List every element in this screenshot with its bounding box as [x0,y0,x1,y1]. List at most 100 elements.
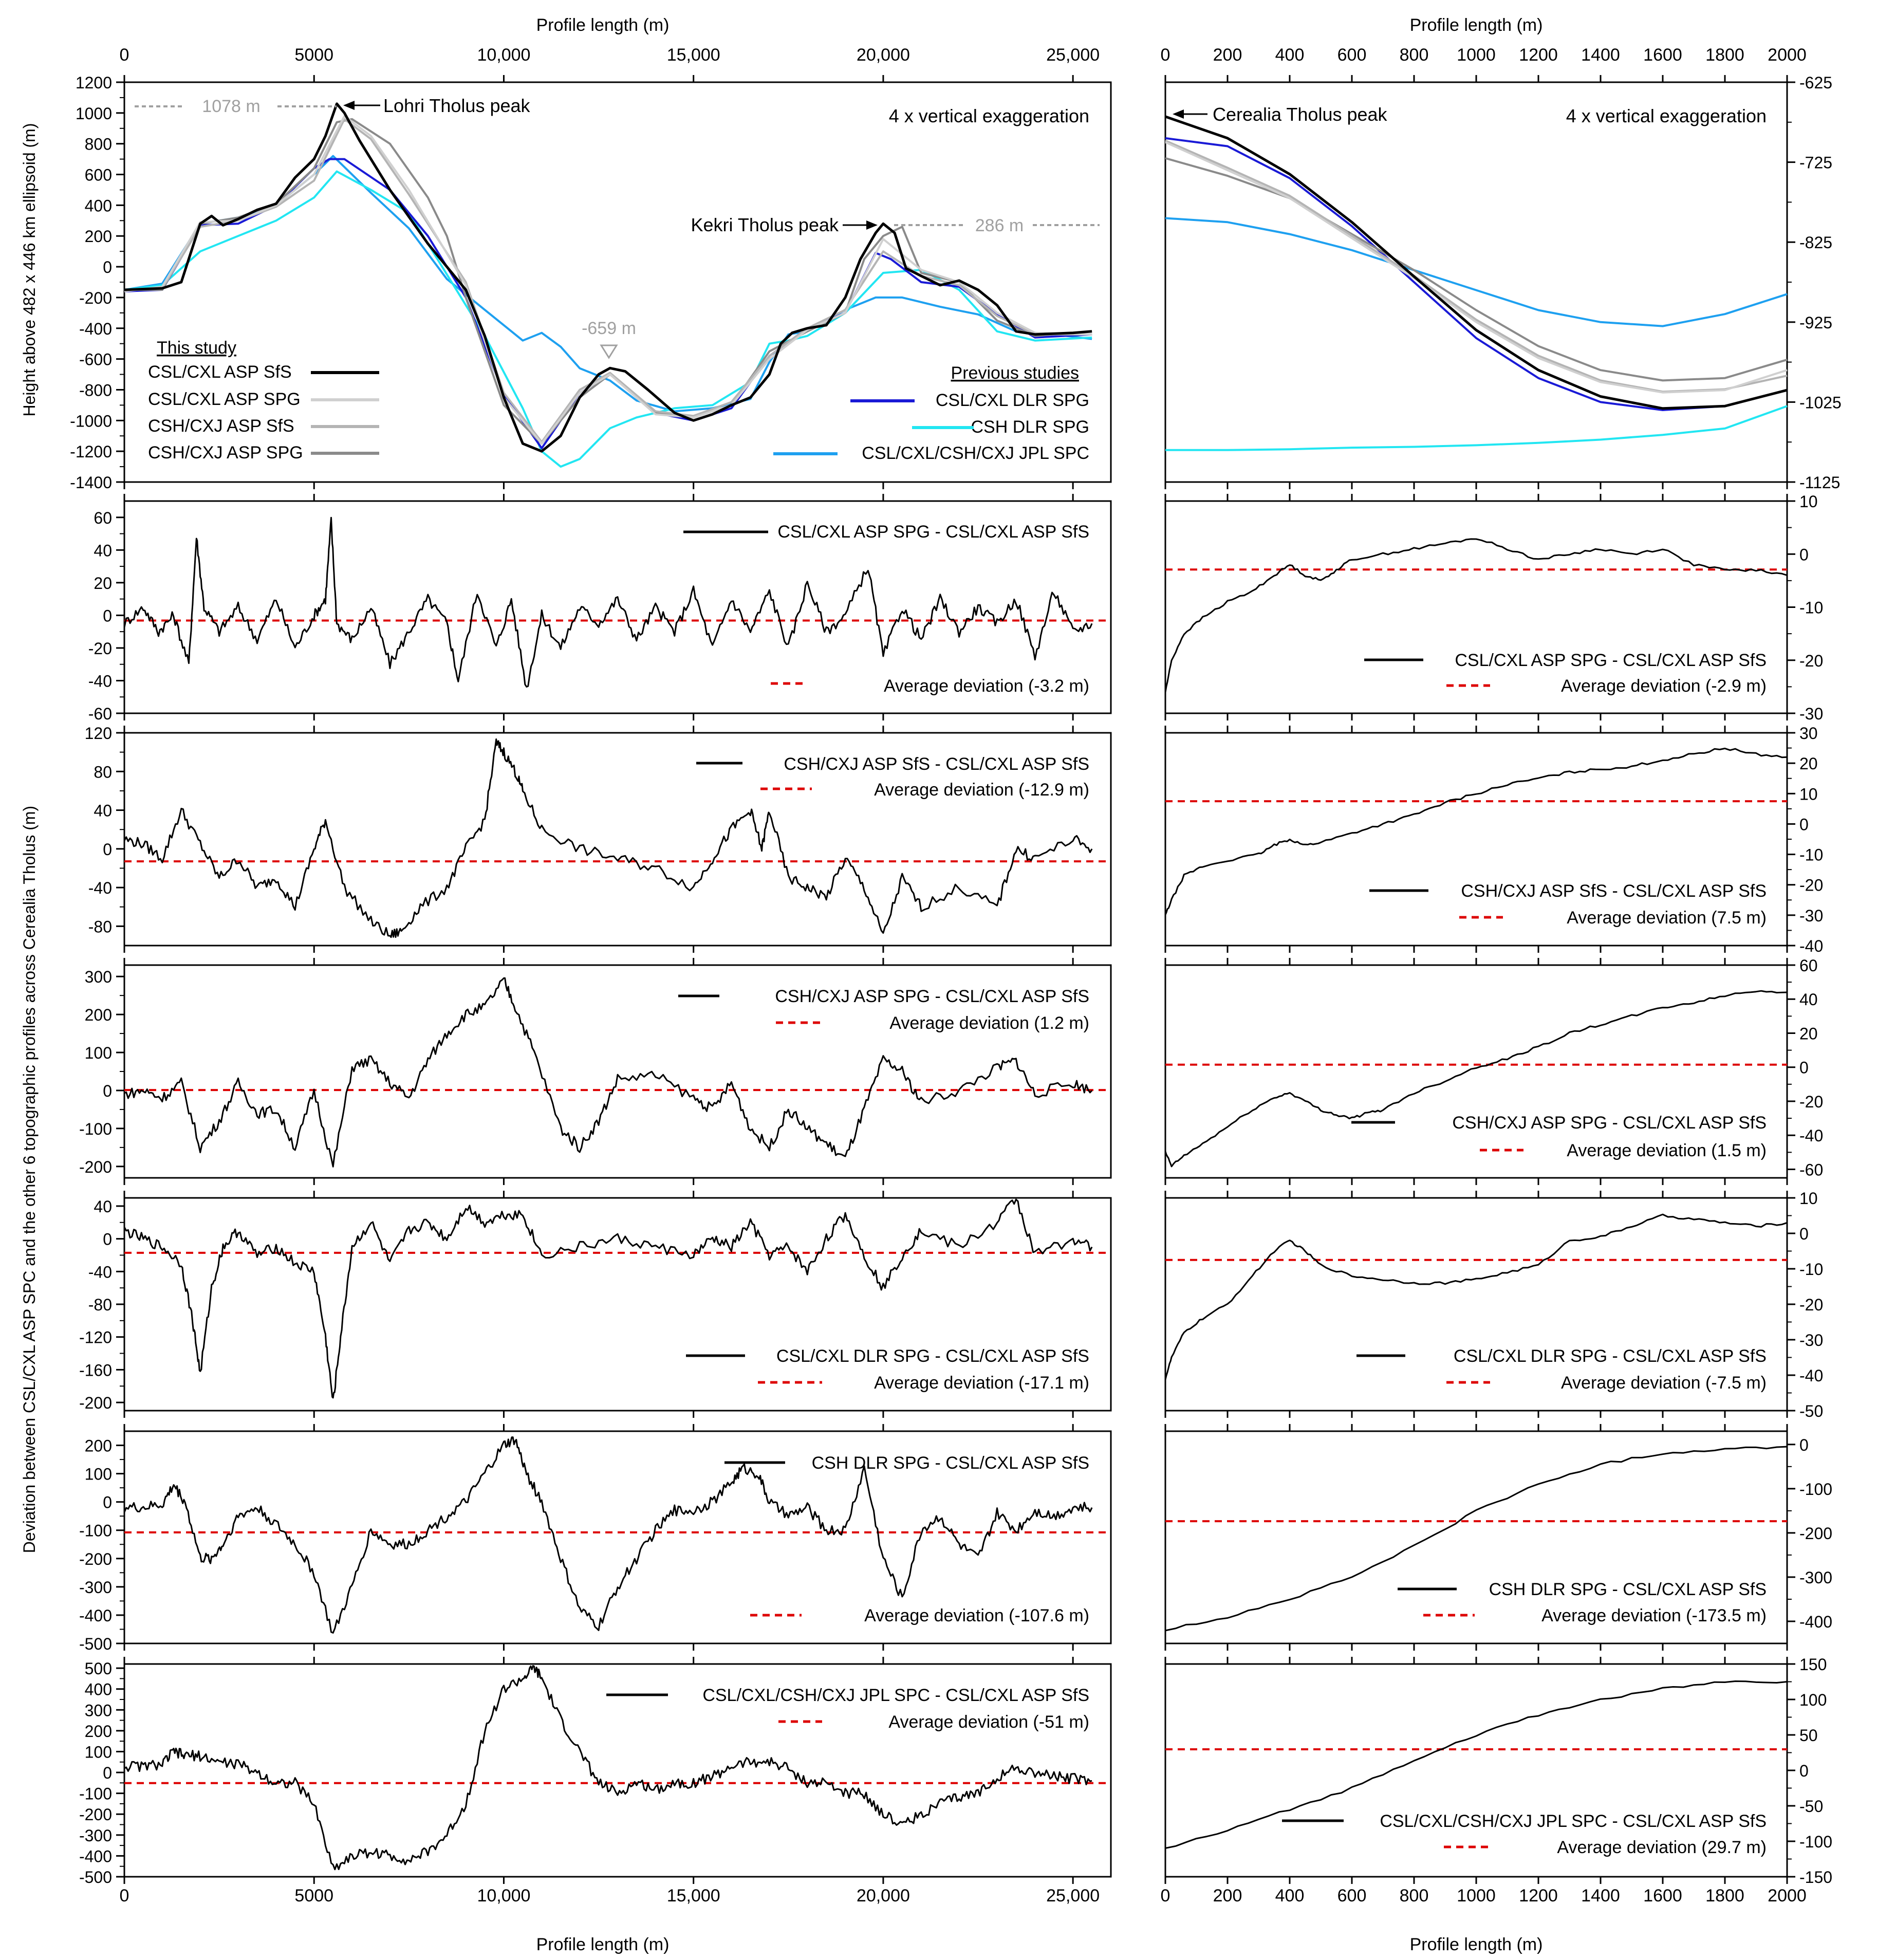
profile-right-xtick-label-top-7: 1400 [1581,45,1620,65]
dev5-left-ytick-label-2: 0 [103,1493,112,1512]
dev1-left-frame [123,500,1112,714]
cerealia-peak-label: Cerealia Tholus peak [1213,104,1388,125]
dev5-left-series-line [123,1436,1093,1634]
profile-left-series-5 [124,170,1092,468]
profile-right-ytick-label-0: -625 [1799,73,1832,92]
dev3-right-series-label: CSH/CXJ ASP SPG - CSL/CXL ASP SfS [1452,1113,1767,1133]
kekri-height-label: 286 m [975,216,1024,235]
dev2-left-ytick-label-1: 80 [94,763,112,781]
dev6-left-series-label: CSL/CXL/CSH/CXJ JPL SPC - CSL/CXL ASP Sf… [702,1686,1089,1705]
dev2-left-ytick-label-5: -80 [88,917,112,936]
dev3-right-ytick-label-5: -40 [1799,1126,1823,1145]
dev3-right-ytick-label-6: -60 [1799,1160,1823,1179]
dev3-right-ytick-label-4: -20 [1799,1093,1823,1111]
dev6-right-ytick-label-2: 50 [1799,1726,1818,1745]
profile-left-ytick-label-7: -200 [79,289,112,307]
dev1-right-ytick-label-0: 10 [1799,492,1818,511]
profile-left-ytick-label-11: -1000 [70,412,112,430]
dev4-right-ytick-label-3: -20 [1799,1296,1823,1314]
top-right-x-axis-title: Profile length (m) [1410,15,1543,35]
dev6-right-xtick-label-bot-1: 200 [1213,1886,1242,1906]
dev2-right-ytick-label-6: -30 [1799,907,1823,925]
bottom-right-x-axis-title: Profile length (m) [1410,1935,1543,1954]
dev6-left-ytick-label-7: -200 [79,1805,112,1824]
dev4-left-ytick-label-4: -120 [79,1328,112,1347]
dev3-left-ytick-label-2: 100 [85,1044,112,1062]
profile-right-ytick-label-1: -725 [1799,154,1832,172]
legend-previous-title: Previous studies [951,363,1079,383]
lohri-arrow-head [343,101,355,110]
dev6-right-xtick-label-bot-5: 1000 [1457,1886,1496,1906]
dev3-left-ytick-label-0: 300 [85,968,112,986]
dev6-left-xtick-label-bot-1: 5000 [294,1886,333,1906]
dev5-left-ytick-label-4: -200 [79,1550,112,1568]
dev3-right-avg-label: Average deviation (1.5 m) [1567,1141,1767,1160]
annotation-marks [135,101,1523,1848]
profile-left-series-1 [124,115,1092,445]
legend-this-study-3: CSH/CXJ ASP SfS [148,416,294,436]
legend-previous-3: CSL/CXL/CSH/CXJ JPL SPC [862,443,1089,463]
dev1-left-series-label: CSL/CXL ASP SPG - CSL/CXL ASP SfS [777,522,1089,542]
dev4-left-avg-label: Average deviation (-17.1 m) [874,1373,1089,1393]
dev3-left-ytick-label-1: 200 [85,1006,112,1024]
profile-right-frame [1164,81,1788,483]
legend-previous-2: CSH DLR SPG [971,417,1090,437]
dev6-left-frame [123,1663,1112,1878]
dev6-right-xtick-label-bot-9: 1800 [1705,1886,1744,1906]
data-lines [123,102,1788,1871]
profile-right-series-3 [1165,157,1788,382]
dev5-left-avg-label: Average deviation (-107.6 m) [864,1606,1089,1625]
dev6-left-xtick-label-bot-5: 25,000 [1046,1886,1100,1906]
profile-left-xtick-label-top-3: 15,000 [667,45,720,65]
dev2-right-ytick-label-0: 30 [1799,724,1818,743]
profile-right-ytick-label-3: -925 [1799,313,1832,332]
dev1-right-ytick-label-1: 0 [1799,545,1809,564]
dev6-left-xtick-label-bot-4: 20,000 [857,1886,910,1906]
dev6-right-xtick-label-bot-3: 600 [1337,1886,1367,1906]
dev6-right-xtick-label-bot-4: 800 [1400,1886,1429,1906]
dev6-left-ytick-label-1: 400 [85,1680,112,1699]
dev3-left-avg-label: Average deviation (1.2 m) [889,1013,1089,1033]
dev3-right-series-line [1164,990,1788,1168]
height-y-axis-title: Height above 482 x 446 km ellipsoid (m) [20,123,39,417]
legend-this-study-1: CSL/CXL ASP SfS [148,362,292,382]
dev2-left-ytick-label-4: -40 [88,879,112,897]
dev1-left-series-line [123,516,1093,688]
exaggeration-label-left: 4 x vertical exaggeration [889,105,1089,126]
lohri-peak-label: Lohri Tholus peak [383,95,531,116]
profile-left-xtick-label-top-1: 5000 [294,45,333,65]
dev4-right-ytick-label-0: 10 [1799,1189,1818,1208]
dev2-right-avg-label: Average deviation (7.5 m) [1567,908,1767,928]
dev5-right-series-label: CSH DLR SPG - CSL/CXL ASP SfS [1489,1580,1767,1599]
profile-right-ytick-label-4: -1025 [1799,393,1842,412]
legend-this-study-4: CSH/CXJ ASP SPG [148,443,303,463]
dev1-left-avg-label: Average deviation (-3.2 m) [884,676,1089,696]
dev6-right-xtick-label-bot-7: 1400 [1581,1886,1620,1906]
profile-right-xtick-label-top-4: 800 [1400,45,1429,65]
profile-right-xtick-label-top-0: 0 [1161,45,1170,65]
dev1-right-ytick-label-2: -10 [1799,599,1823,617]
legend-previous-1: CSL/CXL DLR SPG [936,391,1089,410]
dev2-left-ytick-label-3: 0 [103,840,112,859]
profile-left-ytick-label-4: 400 [85,196,112,215]
min-depth-label: -659 m [582,319,636,338]
dev1-right-ytick-label-3: -20 [1799,652,1823,670]
dev5-right-ytick-label-4: -400 [1799,1613,1832,1631]
profile-right-xtick-label-top-6: 1200 [1519,45,1558,65]
dev1-right-series-label: CSL/CXL ASP SPG - CSL/CXL ASP SfS [1455,651,1767,670]
dev1-right-series-line [1164,538,1788,693]
dev1-left-ytick-label-6: -60 [88,705,112,723]
dev2-right-series-line [1164,747,1788,915]
dev6-left-ytick-label-0: 500 [85,1659,112,1678]
dev1-left-ytick-label-2: 20 [94,574,112,593]
dev3-left-ytick-label-4: -100 [79,1120,112,1138]
profile-left-series-3 [124,118,1092,445]
profile-left-ytick-label-3: 600 [85,166,112,184]
dev1-left-ytick-label-1: 40 [94,541,112,560]
dev2-left-series-label: CSH/CXJ ASP SfS - CSL/CXL ASP SfS [784,754,1089,774]
dev6-left-ytick-label-6: -100 [79,1785,112,1803]
profile-left-ytick-label-1: 1000 [76,104,112,123]
dev6-right-xtick-label-bot-6: 1200 [1519,1886,1558,1906]
lohri-height-label: 1078 m [202,97,260,116]
dev6-left-xtick-label-bot-3: 15,000 [667,1886,720,1906]
